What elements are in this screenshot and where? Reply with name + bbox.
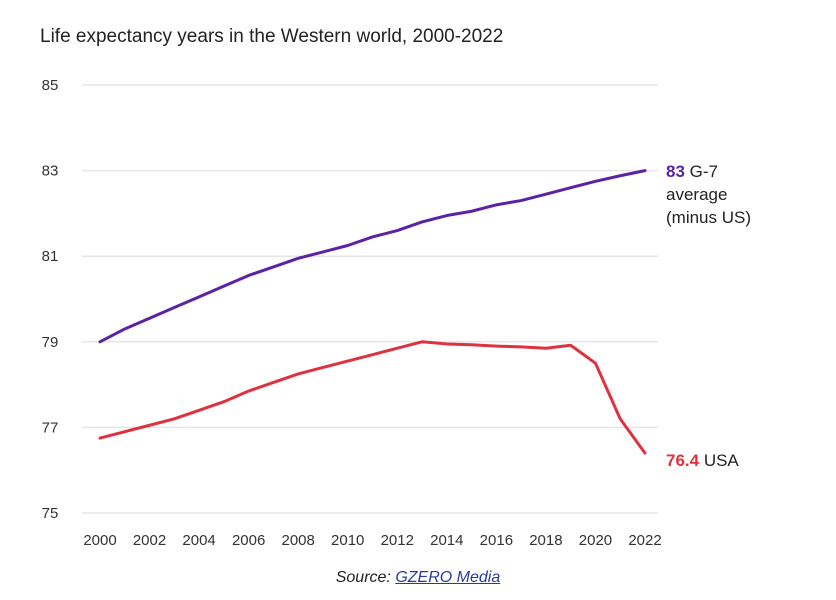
- chart-title: Life expectancy years in the Western wor…: [40, 26, 504, 47]
- usa-end-label: 76.4 USA: [666, 449, 739, 472]
- g7-end-label: 83 G-7 average (minus US): [666, 160, 751, 229]
- y-tick-label: 77: [42, 419, 59, 436]
- x-tick-label: 2010: [331, 532, 364, 549]
- x-tick-label: 2014: [430, 532, 463, 549]
- g7-end-text: G-7: [684, 162, 718, 181]
- x-tick-label: 2018: [529, 532, 562, 549]
- source-note: Source: GZERO Media: [0, 569, 836, 587]
- x-tick-label: 2006: [232, 532, 265, 549]
- y-tick-label: 81: [42, 248, 59, 265]
- x-tick-label: 2022: [628, 532, 661, 549]
- y-tick-label: 75: [42, 505, 59, 522]
- g7-end-value: 83: [666, 162, 685, 181]
- usa-end-text: USA: [699, 451, 739, 470]
- x-tick-label: 2000: [83, 532, 116, 549]
- usa-end-value: 76.4: [666, 451, 700, 470]
- source-prefix: Source:: [335, 569, 396, 586]
- x-tick-label: 2020: [579, 532, 612, 549]
- y-tick-label: 83: [42, 163, 59, 180]
- y-tick-label: 85: [42, 77, 59, 94]
- x-tick-label: 2002: [133, 532, 166, 549]
- g7-end-text-3: (minus US): [666, 208, 752, 227]
- g7-series-line: [98, 169, 647, 344]
- x-tick-label: 2012: [381, 532, 414, 549]
- g7-end-text-2: average: [666, 185, 728, 204]
- x-tick-label: 2004: [182, 532, 215, 549]
- source-link[interactable]: GZERO Media: [395, 569, 501, 586]
- usa-series-line: [98, 340, 647, 455]
- y-tick-label: 79: [42, 334, 59, 351]
- x-tick-label: 2008: [281, 532, 314, 549]
- x-tick-label: 2016: [480, 532, 513, 549]
